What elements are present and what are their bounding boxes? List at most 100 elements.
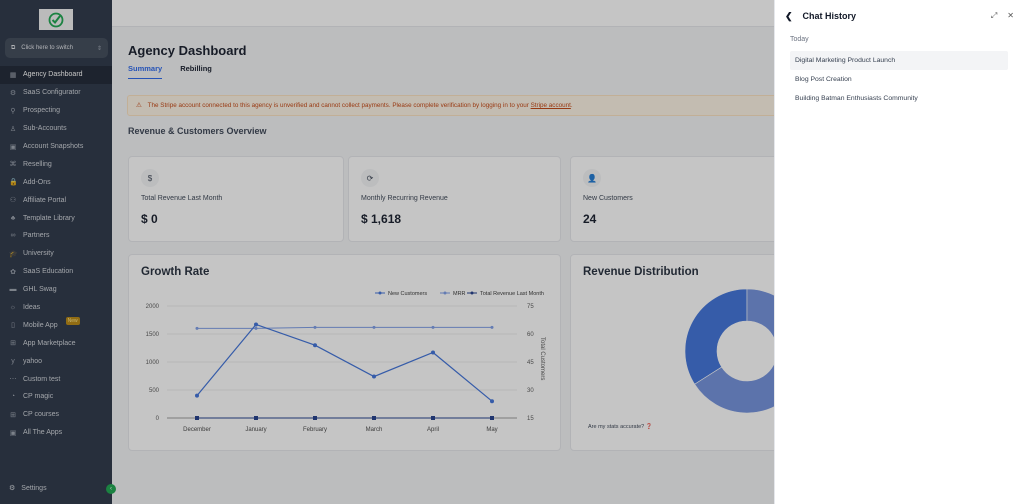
sidebar-nav: ▦ Agency Dashboard ⚙ SaaS Configurator ⚲ Pros… [0,66,112,442]
sidebar-item-ghl-swag[interactable]: ▬ GHL Swag [0,281,112,299]
sidebar-item-label: SaaS Education [23,268,74,276]
y2-tick-label: 15 [527,416,534,422]
back-icon[interactable]: ❮ [785,11,793,21]
x-tick-label: March [366,427,383,433]
sidebar-item-label: CP magic [23,393,54,401]
sidebar-item-yahoo[interactable]: y yahoo [0,352,112,370]
sidebar-item-reselling[interactable]: ⌘ Reselling [0,155,112,173]
sidebar-item-mobile-app[interactable]: ▯ Mobile App New [0,316,112,334]
sidebar-item-label: GHL Swag [23,286,57,294]
mobile-icon: ▯ [11,322,15,330]
data-point [195,393,199,398]
sidebar-item-label: App Marketplace [23,339,76,347]
pie-slice[interactable] [684,288,748,385]
sidebar-item-add-ons[interactable]: 🔒 Add-Ons [0,173,112,191]
sidebar-item-label: Add-Ons [23,178,51,186]
data-point [431,350,435,355]
stat-card-mrr: ⟳ Monthly Recurring Revenue $ 1,618 [348,156,561,242]
gear-icon: ⚙ [9,485,16,492]
education-icon: ✿ [10,268,16,276]
data-point [431,416,435,420]
legend-marker [443,291,447,295]
y-tick-label: 500 [149,388,160,394]
sidebar-item-ideas[interactable]: ☼ Ideas [0,299,112,317]
tabs: Summary Rebilling [128,64,212,79]
stat-label: Total Revenue Last Month [141,195,223,202]
sidebar-item-label: Custom test [23,375,61,383]
sidebar-item-app-marketplace[interactable]: ⊞ App Marketplace [0,334,112,352]
sidebar-item-affiliate-portal[interactable]: ⚇ Affiliate Portal [0,191,112,209]
stat-value: $ 0 [141,212,158,226]
sidebar-item-label: Mobile App [23,321,58,329]
revenue-distribution-card: Revenue Distribution Are my stats accura… [570,254,800,451]
y2-tick-label: 75 [527,304,534,310]
modal-overlay[interactable] [0,0,774,504]
tab-summary[interactable]: Summary [128,64,163,79]
collapse-sidebar-button[interactable]: ‹ [106,484,116,494]
data-point [313,325,317,329]
alert-text: The Stripe account connected to this age… [147,102,529,109]
sidebar-item-partners[interactable]: ∞ Partners [0,227,112,245]
sidebar-item-template-library[interactable]: ♣ Template Library [0,209,112,227]
magic-icon: ◔ [10,393,16,401]
chat-item[interactable]: Blog Post Creation [795,76,852,83]
data-point [372,325,376,329]
user-plus-icon: 👤 [583,169,601,187]
sidebar-item-account-snapshots[interactable]: ▣ Account Snapshots [0,138,112,156]
sidebar-item-university[interactable]: 🎓 University [0,245,112,263]
sidebar-item-agency-dashboard[interactable]: ▦ Agency Dashboard [0,66,112,84]
agency-logo[interactable] [39,9,73,30]
main-content: Agency Dashboard Summary Rebilling ⚠ The … [112,0,800,504]
account-switcher[interactable]: ⧉ Click here to switch ⇕ [5,38,108,58]
prospecting-icon: ⚲ [10,107,16,115]
y-tick-label: 1000 [146,360,160,366]
y2-tick-label: 30 [527,388,534,394]
stat-card-new-customers: 👤 New Customers 24 [570,156,800,242]
series-line [196,323,493,402]
y2-axis-label: Total Customers [539,337,545,380]
expand-icon[interactable]: ⤢ [990,11,998,20]
close-icon[interactable]: ✕ [1007,11,1014,20]
chat-item[interactable]: Digital Marketing Product Launch [790,51,1008,70]
y2-tick-label: 60 [527,332,534,338]
store-icon: ▬ [9,286,17,294]
chat-item[interactable]: Building Batman Enthusiasts Community [795,95,918,102]
page-title: Agency Dashboard [128,43,247,58]
stripe-account-link[interactable]: Stripe account [530,102,571,109]
sidebar-item-prospecting[interactable]: ⚲ Prospecting [0,102,112,120]
sidebar-item-all-the-apps[interactable]: ▣ All The Apps [0,424,112,442]
sidebar: ⧉ Click here to switch ⇕ ▦ Agency Dashboard… [0,0,112,504]
data-point [313,343,317,348]
windows-icon: ⊞ [10,411,16,419]
sidebar-item-custom-test[interactable]: ⋯ Custom test [0,370,112,388]
accuracy-text: Are my stats accurate? [588,424,645,430]
sidebar-item-label: Template Library [23,214,75,222]
pie-slice[interactable] [694,288,800,414]
stats-accuracy-link[interactable]: Are my stats accurate? ❓ [588,424,653,430]
affiliate-icon: ⚇ [9,197,17,205]
warning-icon: ⚠ [136,102,142,109]
data-point [254,322,258,327]
y2-tick-label: 45 [527,360,534,366]
sidebar-item-label: Agency Dashboard [23,71,83,79]
sidebar-item-saas-configurator[interactable]: ⚙ SaaS Configurator [0,84,112,102]
y-tick-label: 0 [156,416,160,422]
tab-rebilling[interactable]: Rebilling [180,64,212,73]
data-point [490,325,494,329]
sidebar-item-cp-courses[interactable]: ⊞ CP courses [0,406,112,424]
section-title: Revenue & Customers Overview [128,126,267,136]
yahoo-icon: y [11,357,15,365]
x-tick-label: April [427,427,439,433]
apps-icon: ▣ [9,429,17,437]
sidebar-item-sub-accounts[interactable]: ♙ Sub-Accounts [0,120,112,138]
new-badge: New [65,317,80,326]
sidebar-item-cp-magic[interactable]: ◔ CP magic [0,388,112,406]
sidebar-item-label: SaaS Configurator [23,89,81,97]
chat-history-title: Chat History [802,11,857,21]
stat-value: $ 1,618 [361,212,402,226]
sidebar-item-label: University [23,250,54,258]
sidebar-item-saas-education[interactable]: ✿ SaaS Education [0,263,112,281]
top-bar [112,0,774,27]
data-point [195,326,199,330]
sidebar-item-settings[interactable]: ⚙ Settings [9,484,47,493]
